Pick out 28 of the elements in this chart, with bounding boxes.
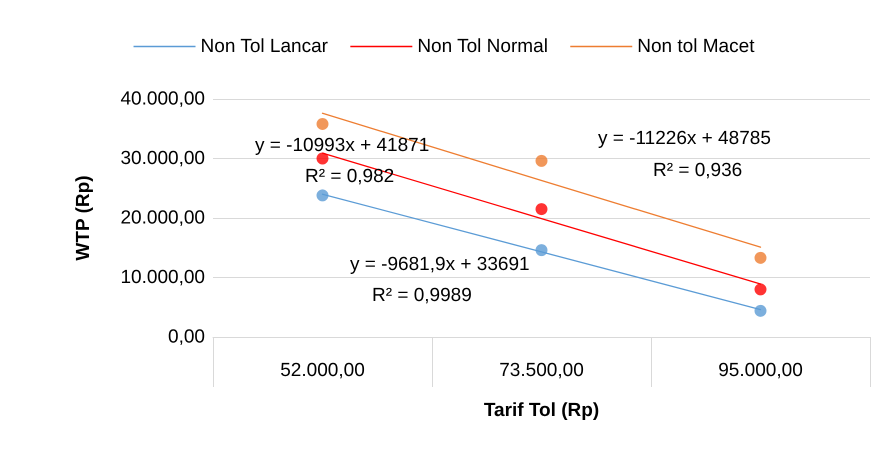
- point: [316, 152, 328, 164]
- annotation: y = -10993x + 41871: [255, 135, 430, 156]
- y-tick-label: 0,00: [168, 326, 205, 348]
- legend-label: Non Tol Normal: [417, 36, 548, 57]
- annotation: R² = 0,9989: [372, 285, 472, 306]
- y-tick-label: 40.000,00: [120, 88, 205, 110]
- y-axis-title: WTP (Rp): [73, 175, 94, 261]
- point: [316, 189, 328, 202]
- annotation: y = -9681,9x + 33691: [350, 254, 530, 275]
- x-tick-label: 52.000,00: [280, 360, 365, 381]
- legend-label: Non Tol Lancar: [200, 36, 329, 57]
- point: [754, 252, 766, 264]
- legend-label: Non tol Macet: [637, 36, 756, 57]
- point: [316, 118, 328, 130]
- annotation: y = -11226x + 48785: [598, 128, 771, 149]
- point: [536, 244, 548, 256]
- x-tick-label: 95.000,00: [718, 360, 803, 381]
- annotation: R² = 0,982: [305, 166, 394, 187]
- y-tick-label: 30.000,00: [120, 148, 205, 169]
- y-tick-label: 20.000,00: [120, 208, 205, 228]
- y-tick-label: 10.000,00: [120, 267, 205, 288]
- point: [536, 203, 548, 216]
- annotation: R² = 0,936: [653, 160, 742, 181]
- point: [536, 154, 548, 167]
- point: [754, 283, 766, 296]
- x-axis-title: Tarif Tol (Rp): [484, 400, 600, 421]
- point: [754, 304, 766, 317]
- x-tick-label: 73.500,00: [499, 360, 584, 381]
